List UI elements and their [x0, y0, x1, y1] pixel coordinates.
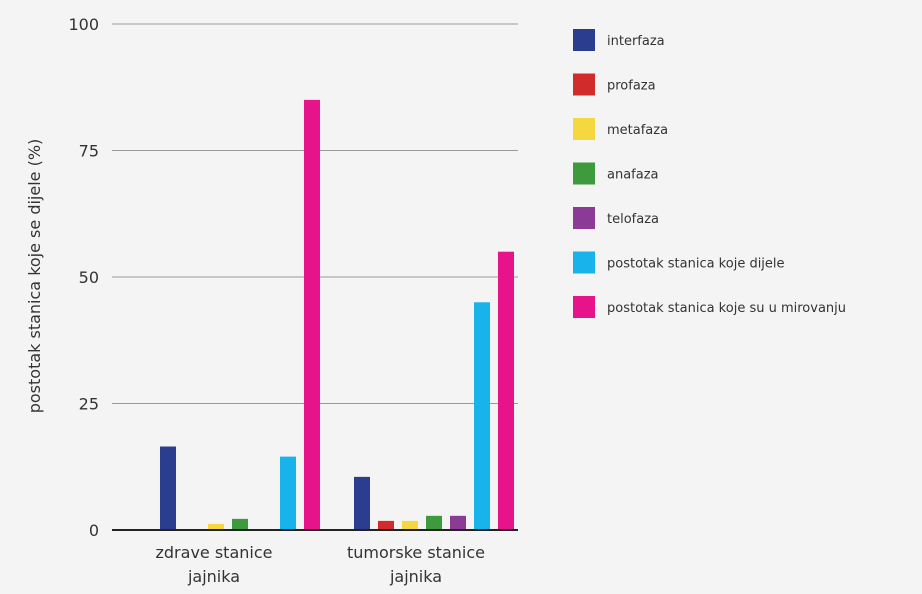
y-tick-label: 100	[68, 15, 99, 34]
legend: interfaza profaza metafaza anafaza telofaza p…	[573, 29, 846, 318]
bar-anafaza-1	[426, 515, 442, 530]
bar-postotak-stanica-koje-su-u-mirovanju-0	[304, 99, 320, 531]
x-category-label: tumorske stanice	[347, 543, 485, 562]
bar-interfaza-0	[160, 446, 176, 530]
bars	[160, 99, 514, 531]
bar-anafaza-0	[232, 518, 248, 530]
x-category-label: zdrave stanice	[156, 543, 273, 562]
bar-profaza-1	[378, 520, 394, 530]
legend-swatch	[573, 73, 595, 96]
legend-swatch	[573, 118, 595, 140]
legend-swatch	[573, 251, 595, 274]
legend-label: postotak stanica koje dijele	[607, 257, 785, 272]
legend-label: postotak stanica koje su u mirovanju	[607, 301, 846, 316]
x-category-label: jajnika	[389, 567, 442, 586]
x-category-label: jajnika	[187, 567, 240, 586]
bar-postotak-stanica-koje-su-u-mirovanju-1	[498, 251, 514, 530]
legend-label: telofaza	[607, 212, 659, 227]
bar-metafaza-1	[402, 520, 418, 530]
legend-swatch	[573, 29, 595, 51]
y-tick-label: 0	[89, 521, 99, 540]
bar-metafaza-0	[208, 523, 224, 530]
bar-telofaza-1	[450, 515, 466, 530]
legend-label: interfaza	[607, 34, 665, 49]
legend-swatch	[573, 296, 595, 318]
legend-label: anafaza	[607, 168, 659, 183]
x-axis-categories: zdrave stanice jajnika tumorske stanice jaj…	[156, 543, 485, 586]
legend-label: metafaza	[607, 123, 668, 138]
legend-swatch	[573, 207, 595, 229]
bar-postotak-stanica-koje-dijele-1	[474, 302, 490, 530]
y-tick-label: 75	[79, 142, 99, 161]
y-tick-label: 25	[79, 395, 99, 414]
bar-interfaza-1	[354, 476, 370, 530]
y-tick-label: 50	[79, 268, 99, 287]
y-axis-ticks: 0 25 50 75 100	[68, 15, 99, 540]
bar-postotak-stanica-koje-dijele-0	[280, 456, 296, 530]
y-axis-label: postotak stanica koje se dijele (%)	[25, 139, 44, 414]
legend-swatch	[573, 162, 595, 185]
legend-label: profaza	[607, 79, 656, 94]
